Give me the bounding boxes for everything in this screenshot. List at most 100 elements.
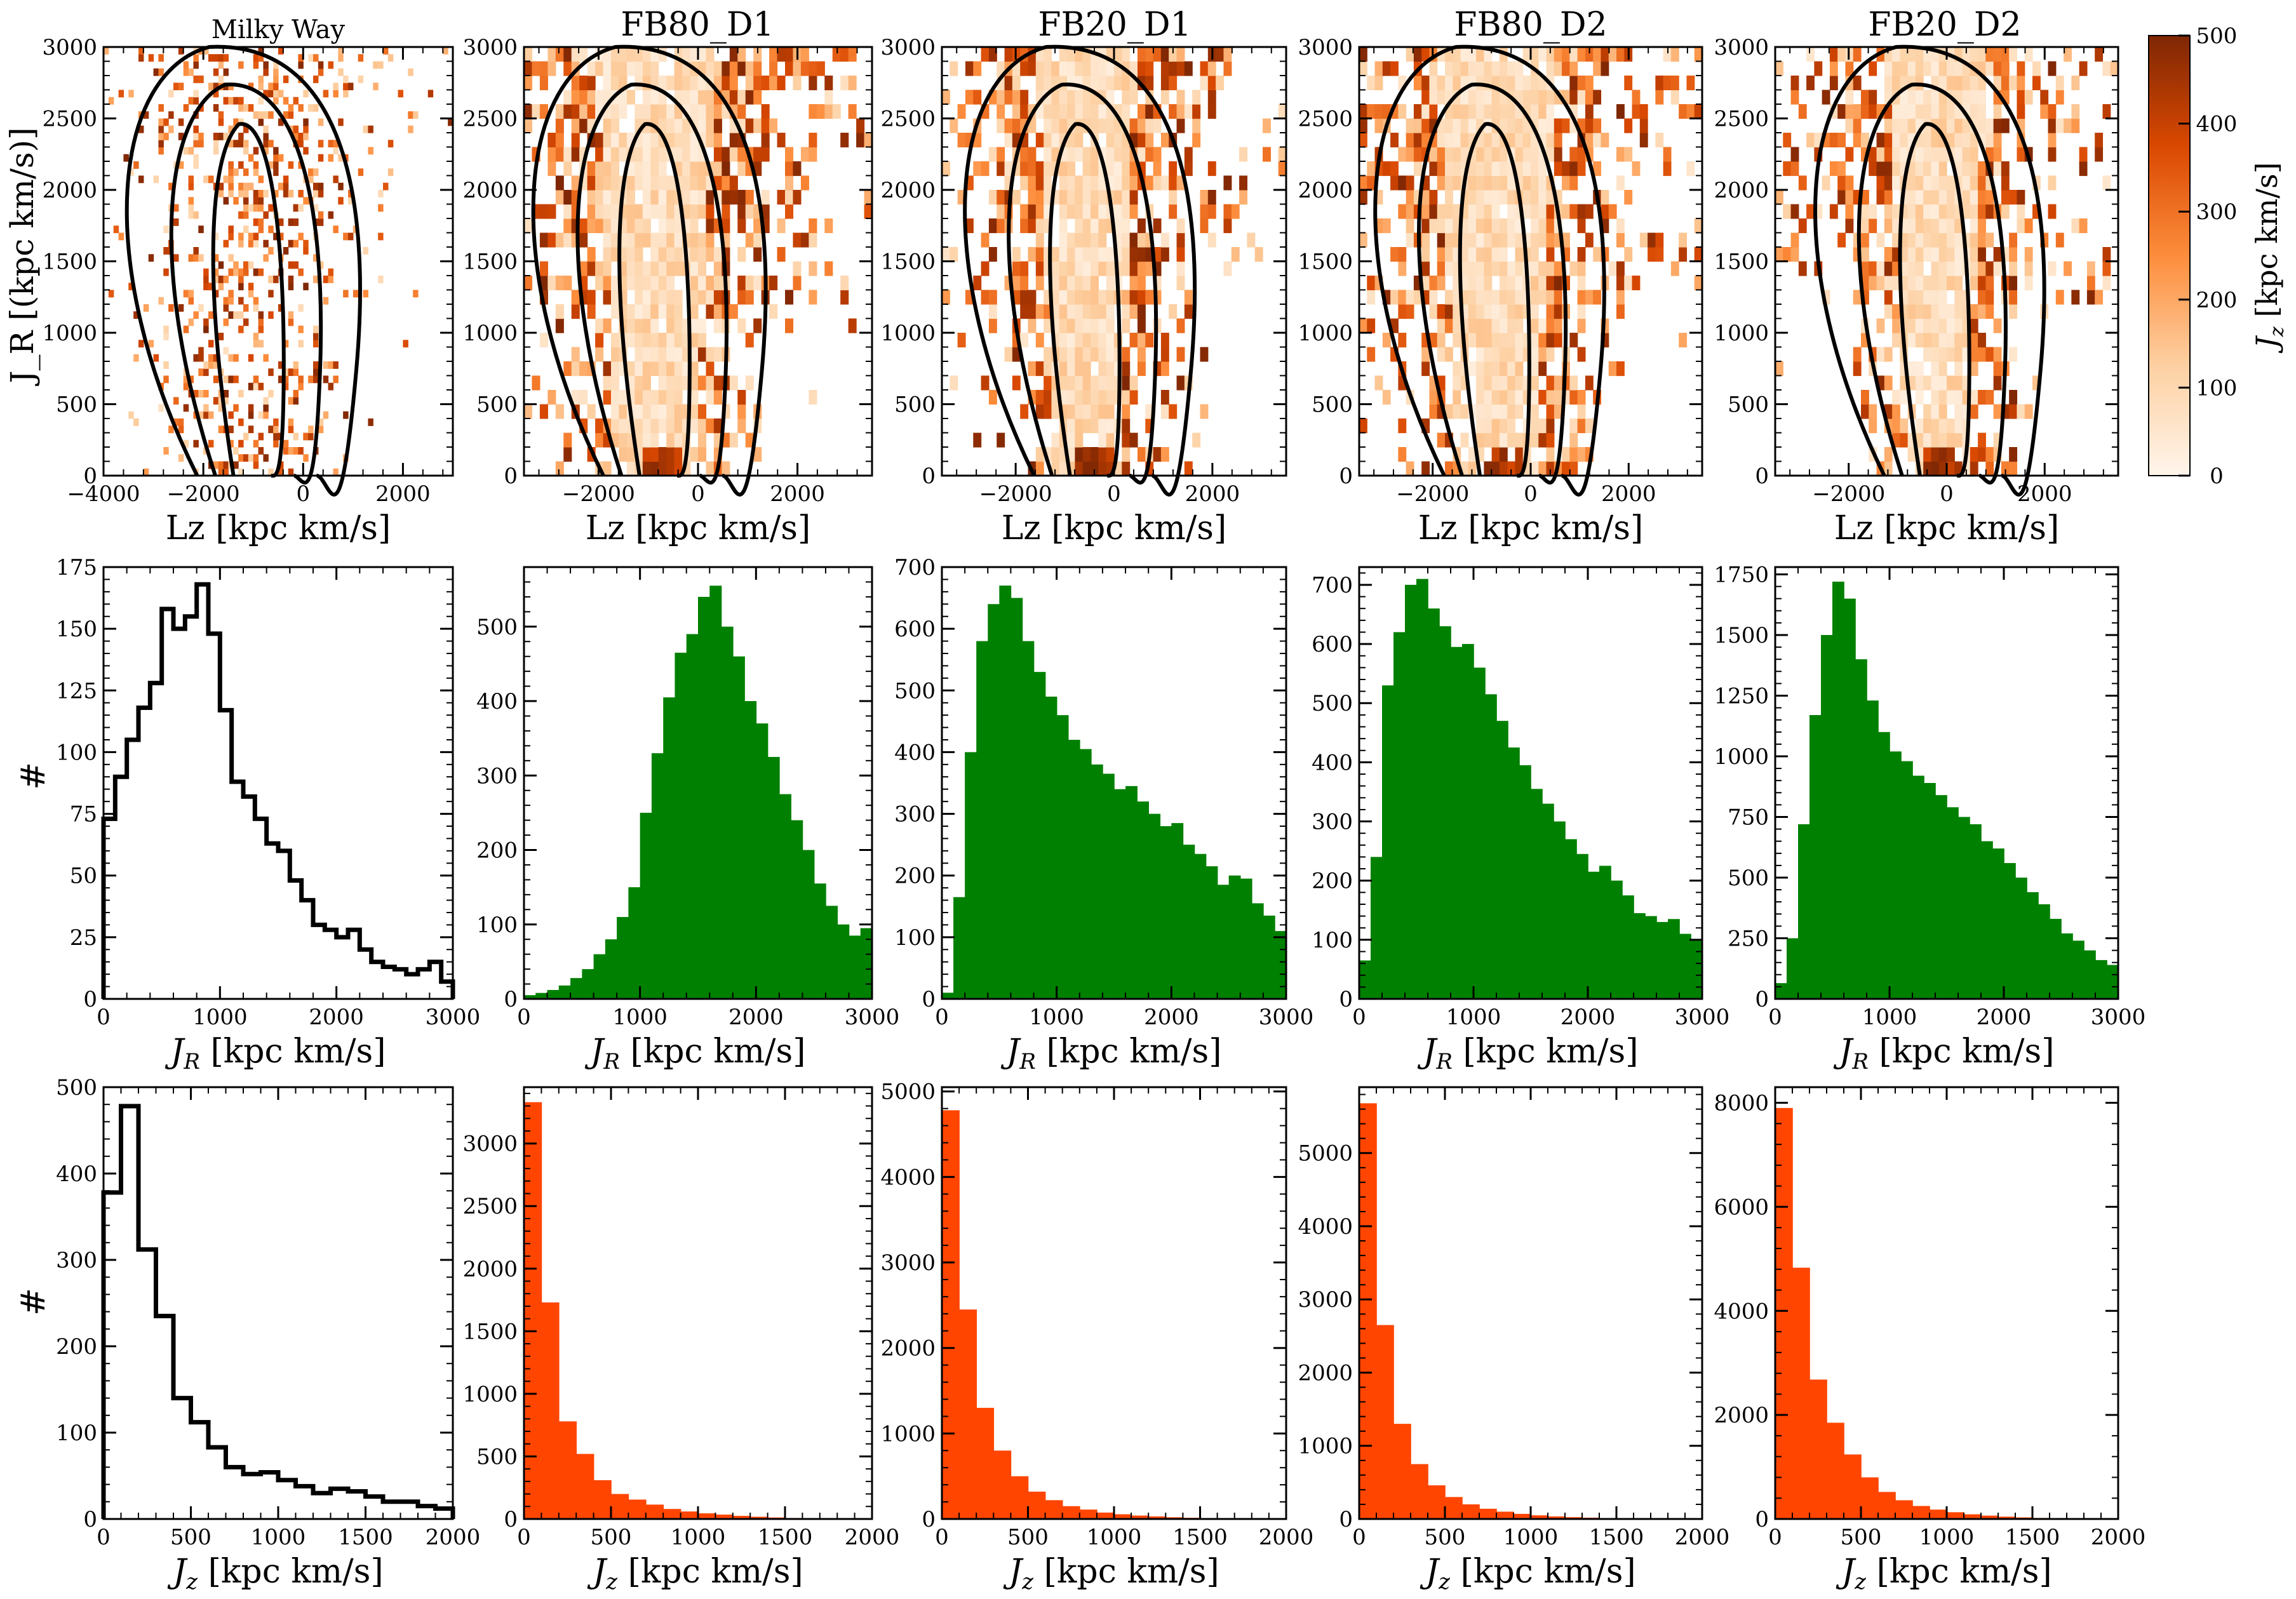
hist-bin — [261, 1473, 279, 1519]
heatmap-cell — [1569, 161, 1578, 177]
hist-bar — [2095, 960, 2107, 999]
heatmap-cell — [997, 218, 1005, 234]
heatmap-cell — [1476, 190, 1484, 205]
heatmap-cell — [268, 111, 274, 119]
heatmap-cell — [611, 161, 620, 177]
heatmap-cell — [318, 182, 324, 191]
heatmap-cell — [1679, 333, 1688, 348]
heatmap-cell — [737, 61, 746, 76]
heatmap-cell — [268, 90, 274, 98]
heatmap-cell — [218, 397, 224, 405]
heatmap-cell — [587, 161, 596, 177]
heatmap-cell — [1122, 232, 1131, 248]
heatmap-cell — [611, 404, 620, 419]
heatmap-cell — [283, 111, 289, 119]
heatmap-cell — [1538, 204, 1547, 219]
heatmap-cell — [278, 232, 284, 241]
heatmap-cell — [338, 197, 344, 205]
heatmap-cell — [313, 104, 319, 112]
heatmap-cell — [698, 333, 707, 348]
heatmap-cell — [698, 232, 707, 248]
heatmap-cell — [1569, 61, 1578, 76]
heatmap-cell — [1531, 347, 1539, 362]
hist-bin — [436, 1509, 453, 1519]
heatmap-cell — [263, 140, 269, 148]
heatmap-cell — [168, 304, 174, 312]
contours-4 — [1373, 44, 1606, 497]
heatmap-cell — [1507, 175, 1516, 191]
heatmap-cell — [1114, 147, 1122, 162]
heatmap-cell — [243, 261, 249, 269]
heatmap-cell — [1044, 361, 1052, 377]
heatmap-cell — [1106, 76, 1115, 91]
hist-bar — [1531, 789, 1543, 999]
heatmap-cell — [642, 161, 651, 177]
heatmap-cell — [1020, 404, 1029, 419]
heatmap-cell — [1176, 375, 1185, 391]
heatmap-cell — [674, 232, 683, 248]
heatmap-cell — [1020, 147, 1029, 162]
heatmap-cell — [2001, 118, 2010, 133]
heatmap-cell — [1569, 461, 1578, 476]
hist-bar — [1045, 697, 1057, 999]
heatmap-cell — [1907, 190, 1916, 205]
y-tick-label: 2500 — [1714, 107, 1769, 132]
heatmap-cell — [1993, 261, 2002, 276]
hist-bar — [802, 850, 815, 999]
heatmap-cell — [1531, 47, 1539, 62]
heatmap-cell — [1923, 461, 1932, 476]
heatmap-cell — [1445, 61, 1453, 76]
heatmap-cell — [1837, 190, 1846, 205]
heatmap-cell — [1923, 190, 1932, 205]
heatmap-cell — [213, 361, 219, 369]
heatmap-cell — [1453, 390, 1461, 405]
heatmap-cell — [238, 161, 244, 169]
heatmap-cell — [1035, 447, 1044, 462]
heatmap-cell — [1453, 61, 1461, 76]
heatmap-cell — [168, 182, 174, 191]
heatmap-cell — [547, 147, 556, 162]
heatmap-cell — [1137, 47, 1146, 62]
heatmap-cell — [1468, 361, 1477, 377]
heatmap-cell — [1663, 147, 1672, 162]
heatmap-cell — [1453, 375, 1461, 391]
heatmap-cell — [1670, 47, 1679, 62]
heatmap-cell — [1059, 232, 1068, 248]
heatmap-cell — [253, 190, 259, 197]
heatmap-cell — [228, 125, 234, 133]
heatmap-cell — [1947, 261, 1955, 276]
heatmap-cell — [1985, 347, 1994, 362]
heatmap-cell — [988, 147, 997, 162]
heatmap-cell — [293, 368, 299, 377]
heatmap-cell — [2055, 76, 2064, 91]
heatmap-cell — [1398, 247, 1407, 262]
heatmap-cell — [1491, 218, 1500, 234]
heatmap-cell — [1907, 447, 1916, 462]
heatmap-cell — [809, 261, 817, 276]
heatmap-cell — [1075, 418, 1084, 434]
heatmap-cell — [298, 232, 304, 241]
heatmap-cell — [690, 333, 699, 348]
heatmap-cell — [634, 375, 643, 391]
heatmap-cell — [248, 425, 254, 434]
heatmap-cell — [1176, 104, 1185, 119]
heatmap-cell — [193, 439, 199, 448]
heatmap-cell — [1484, 261, 1493, 276]
heatmap-cell — [1507, 118, 1516, 133]
heatmap-cell — [1484, 333, 1493, 348]
heatmap-cell — [2048, 175, 2057, 191]
heatmap-cell — [1374, 375, 1383, 391]
heatmap-cell — [595, 432, 604, 448]
heatmap-cell — [1884, 218, 1893, 234]
x-tick-label: 0 — [935, 1005, 949, 1030]
heatmap-cell — [1028, 204, 1037, 219]
heatmap-cell — [2086, 290, 2095, 305]
heatmap-cell — [1051, 247, 1060, 262]
heatmap-cell — [1554, 290, 1562, 305]
heatmap-cell — [634, 333, 643, 348]
heatmap-cell — [1098, 347, 1107, 362]
heatmap-cell — [950, 61, 958, 76]
heatmap-cell — [303, 118, 309, 126]
y-tick-label: 100 — [56, 740, 97, 765]
heatmap-cell — [268, 247, 274, 255]
